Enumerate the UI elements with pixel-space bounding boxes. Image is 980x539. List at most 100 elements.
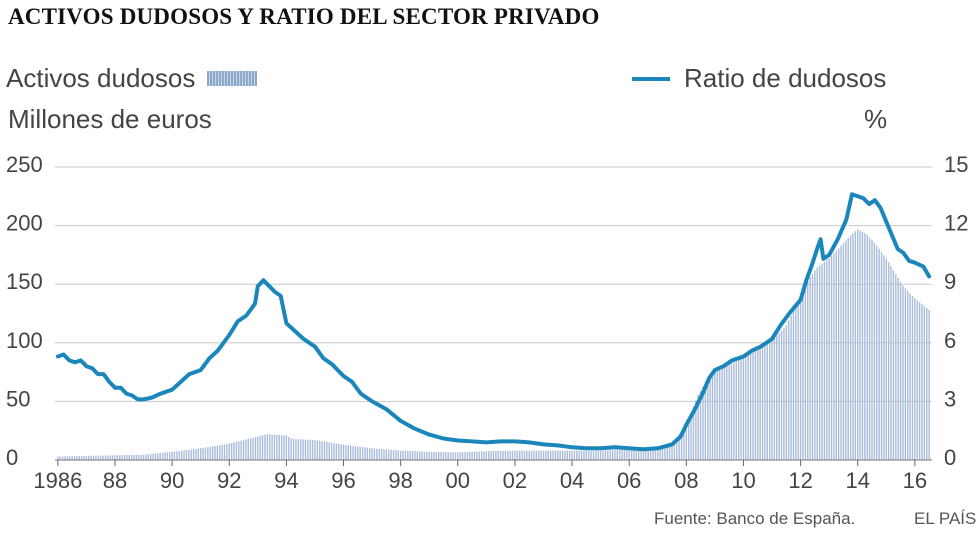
bar [718,369,721,460]
bar [180,450,183,460]
bar [709,376,711,460]
bar [611,450,614,460]
bar [514,450,516,460]
bar [190,449,192,460]
bar [830,255,833,460]
bar [342,444,345,460]
bar [407,450,409,460]
bar [866,234,868,460]
bar [454,452,457,460]
bar [171,451,173,460]
bar [311,439,314,460]
bar [871,240,873,460]
bar [837,248,840,460]
bar [357,446,359,460]
bar [78,456,80,460]
bar [616,449,618,460]
bar [299,439,302,460]
bar [823,261,826,460]
bar [57,456,59,460]
bar [545,450,547,460]
bar [295,439,297,460]
bar [390,449,392,460]
bar [847,237,849,460]
bar [868,237,871,460]
bar [654,448,657,460]
bar [345,445,347,460]
bar [816,267,818,460]
bar [128,455,130,460]
bar [485,451,488,460]
bar [183,450,185,460]
bar [928,309,930,460]
bar [873,242,876,460]
bar [319,440,321,460]
left-axis-unit: Millones de euros [8,104,212,134]
bar [349,445,352,460]
bar [688,418,690,460]
bar [245,439,247,460]
bar [664,445,666,460]
bar [199,448,202,460]
bar [468,451,471,460]
bar [542,450,545,460]
bar [426,451,428,460]
bar [602,450,604,460]
bar [685,424,688,460]
bar [749,351,752,460]
bar [902,285,904,460]
bar [785,325,788,460]
x-tick-label: 90 [160,468,184,493]
bar [547,450,549,460]
bar [202,447,204,460]
right-tick-label: 3 [944,386,956,411]
bar [185,450,188,460]
bar [754,349,757,460]
bar [395,450,397,460]
bar [657,448,659,460]
bar [273,434,276,460]
bar [642,448,645,460]
bar [316,440,319,460]
bar [907,290,909,460]
bar [307,439,309,460]
bar [528,450,530,460]
bar [752,350,754,460]
bar [430,451,433,460]
bar [564,450,566,460]
bar [673,440,676,460]
bar [787,320,790,460]
bar [80,455,83,460]
bar [140,454,142,460]
bar [568,450,571,460]
bar [147,454,150,460]
bar [711,374,714,460]
bar [473,451,476,460]
bar [845,240,847,460]
bar [466,451,469,460]
bar [440,452,442,460]
bar [240,440,242,460]
bar [59,456,61,460]
x-tick-label: 96 [331,468,355,493]
bar [235,441,238,460]
bar [69,456,71,460]
bar [878,248,880,460]
bar [761,345,764,460]
bar [338,443,340,460]
bar [695,400,697,460]
bar [507,450,509,460]
bar [376,448,378,460]
bar [104,455,107,460]
bar [102,455,104,460]
bar [609,450,611,460]
bar [692,406,695,460]
bar [497,450,499,460]
bar [176,451,178,460]
bar [842,243,845,460]
bar [490,451,492,460]
bar [428,451,430,460]
bar [540,450,542,460]
bar [347,445,349,460]
